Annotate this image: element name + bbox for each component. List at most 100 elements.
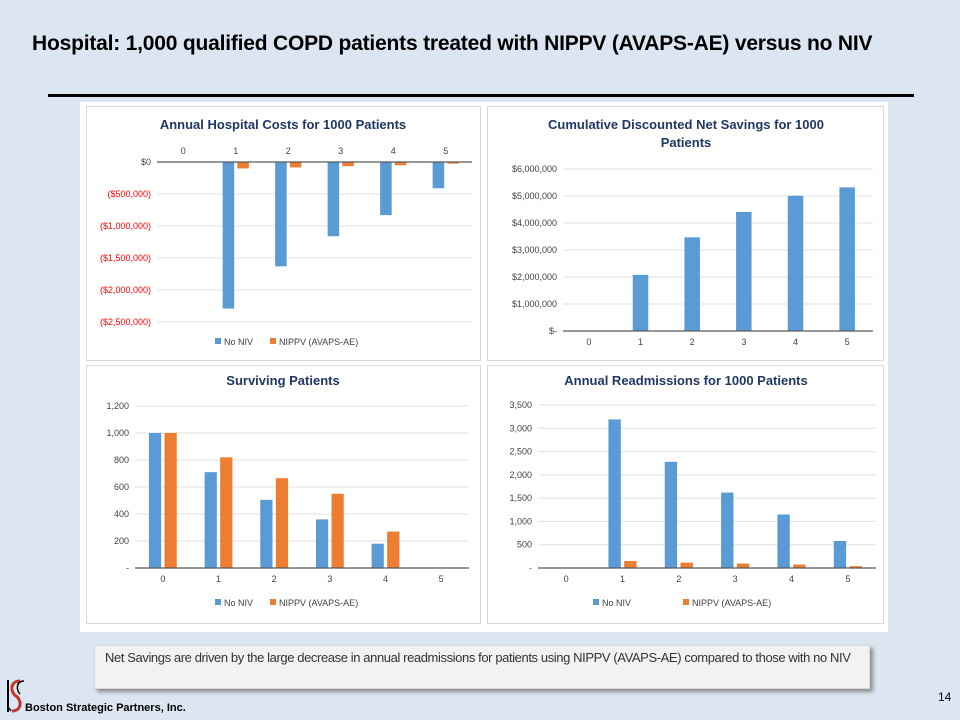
legend-swatch (215, 599, 221, 605)
bar-nippv-avaps-ae--1 (624, 561, 637, 568)
y-tick-label: $6,000,000 (512, 164, 557, 174)
legend-label: No NIV (224, 337, 253, 347)
y-tick-label: $- (549, 326, 557, 336)
x-tick-label: 3 (327, 574, 332, 584)
x-tick-label: 5 (845, 574, 850, 584)
y-tick-label: 200 (114, 536, 129, 546)
y-tick-label: 2,000 (509, 470, 532, 480)
bar-no-niv-1 (608, 419, 621, 568)
chart-title: Surviving Patients (226, 373, 339, 388)
y-tick-label: 800 (114, 455, 129, 465)
company-logo-icon (7, 679, 25, 713)
bar-nippv-avaps-ae--2 (289, 162, 302, 168)
bar-nippv-avaps-ae--5 (849, 566, 862, 568)
y-tick-label: 1,200 (106, 401, 129, 411)
y-tick-label: $4,000,000 (512, 218, 557, 228)
legend-label: NIPPV (AVAPS-AE) (279, 598, 358, 608)
legend-label: No NIV (224, 598, 253, 608)
legend-swatch (593, 599, 599, 605)
y-tick-label: 2,500 (509, 447, 532, 457)
x-tick-label: 4 (383, 574, 388, 584)
y-tick-label: $5,000,000 (512, 191, 557, 201)
x-tick-label: 1 (620, 574, 625, 584)
bar-nippv-avaps-ae--4 (394, 162, 407, 166)
chart-title: Annual Readmissions for 1000 Patients (564, 373, 807, 388)
x-tick-label: 5 (439, 574, 444, 584)
bar-nippv-avaps-ae--0 (164, 433, 177, 568)
legend-label: NIPPV (AVAPS-AE) (692, 598, 771, 608)
page-number: 14 (938, 690, 952, 704)
x-tick-label: 2 (286, 146, 291, 156)
bar-no-niv-1 (204, 472, 217, 568)
bar-no-niv-4 (777, 514, 790, 568)
y-tick-label: 3,500 (509, 400, 532, 410)
slide-title: Hospital: 1,000 qualified COPD patients … (32, 32, 873, 55)
x-tick-label: 1 (638, 337, 643, 347)
bar-no-niv-4 (371, 543, 384, 568)
bar-nippv-avaps-ae--4 (387, 531, 400, 568)
bar-nippv-avaps-ae--2 (275, 478, 289, 568)
surviving-patients-svg: Surviving Patients - 200 400 600 800 1,000 1,20… (106, 373, 469, 608)
x-tick-label: 2 (690, 337, 695, 347)
bar-no-niv-1 (222, 162, 235, 309)
legend-swatch (270, 338, 276, 344)
chart-title: Cumulative Discounted Net Savings for 10… (548, 117, 824, 132)
x-tick-label: 0 (564, 574, 569, 584)
title-divider (48, 94, 914, 97)
bar-no-niv-5 (833, 540, 847, 568)
legend-swatch (683, 599, 689, 605)
y-tick-label: $0 (141, 157, 151, 167)
y-tick-label: ($2,000,000) (100, 285, 151, 295)
readmissions-svg: Annual Readmissions for 1000 Patients-50… (509, 373, 876, 608)
y-tick-label: 1,500 (509, 493, 532, 503)
x-tick-label: 2 (272, 574, 277, 584)
x-tick-label: 3 (338, 146, 343, 156)
hospital-costs-chart: Annual Hospital Costs for 1000 Patients $… (86, 106, 481, 361)
bar-nippv-avaps-ae--5 (447, 162, 459, 164)
y-tick-label: ($500,000) (107, 189, 151, 199)
net-savings-svg: Cumulative Discounted Net Savings for 10… (512, 117, 873, 347)
chart-title: Annual Hospital Costs for 1000 Patients (160, 117, 406, 132)
x-tick-label: 3 (741, 337, 746, 347)
y-tick-label: 3,000 (509, 423, 532, 433)
bar-net-savings-5 (839, 187, 855, 331)
y-tick-label: 500 (517, 540, 532, 550)
bar-net-savings-2 (684, 237, 700, 331)
bar-nippv-avaps-ae--3 (736, 563, 750, 568)
y-tick-label: 400 (114, 509, 129, 519)
y-tick-label: ($2,500,000) (100, 317, 151, 327)
y-tick-label: $3,000,000 (512, 245, 557, 255)
x-tick-label: 5 (845, 337, 850, 347)
bar-no-niv-2 (664, 461, 678, 568)
y-tick-label: $1,000,000 (512, 299, 557, 309)
hospital-costs-svg: Annual Hospital Costs for 1000 Patients $… (100, 117, 472, 347)
y-tick-label: ($1,000,000) (100, 221, 151, 231)
x-tick-label: 0 (586, 337, 591, 347)
y-tick-label: ($1,500,000) (100, 253, 151, 263)
bar-nippv-avaps-ae--3 (331, 493, 344, 568)
legend-label: NIPPV (AVAPS-AE) (279, 337, 358, 347)
y-tick-label: $2,000,000 (512, 272, 557, 282)
chart-title: Patients (661, 135, 712, 150)
y-tick-label: - (126, 563, 129, 573)
bar-no-niv-3 (327, 162, 340, 237)
readmissions-chart: Annual Readmissions for 1000 Patients -50… (487, 365, 884, 624)
net-savings-chart: Cumulative Discounted Net Savings for 10… (487, 106, 884, 361)
bar-no-niv-3 (721, 492, 734, 568)
y-tick-label: 1,000 (106, 428, 129, 438)
legend-swatch (270, 599, 276, 605)
y-tick-label: - (529, 563, 532, 573)
bar-no-niv-3 (315, 519, 329, 568)
bar-net-savings-3 (736, 211, 752, 331)
bar-no-niv-0 (148, 433, 162, 568)
bar-nippv-avaps-ae--2 (680, 562, 693, 568)
bar-nippv-avaps-ae--3 (342, 162, 354, 167)
x-tick-label: 1 (233, 146, 238, 156)
company-name: Boston Strategic Partners, Inc. (25, 702, 186, 714)
x-tick-label: 0 (181, 146, 186, 156)
x-tick-label: 4 (391, 146, 396, 156)
bar-net-savings-1 (632, 274, 649, 331)
x-tick-label: 4 (793, 337, 798, 347)
x-tick-label: 4 (789, 574, 794, 584)
y-tick-label: 600 (114, 482, 129, 492)
